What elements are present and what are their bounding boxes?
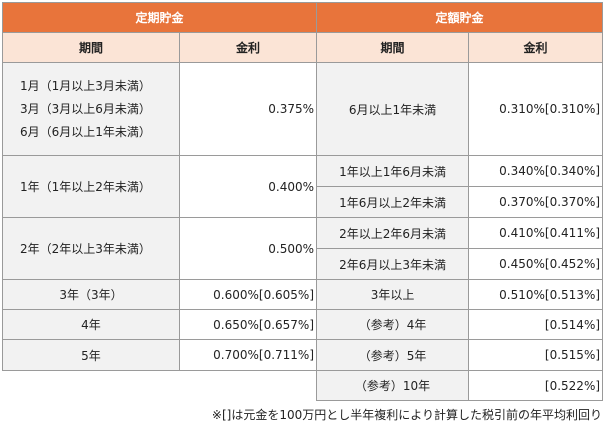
amount-rate-cell: 0.450%[0.452%]	[468, 248, 604, 280]
amount-period-cell: 3年以上	[316, 279, 470, 310]
interest-rate-table: 定期貯金 定額貯金 期間 金利 期間 金利 1月（1月以上3月未満） 3月（3月…	[1, 2, 604, 401]
fixed-period-cell: 4年	[2, 309, 180, 340]
empty-cell	[2, 370, 180, 401]
fixed-period-cell: 2年（2年以上3年未満）	[2, 217, 180, 280]
amount-rate-cell: 0.410%[0.411%]	[468, 217, 604, 249]
fixed-rate-cell: 0.375%	[178, 62, 318, 156]
period-line: 6月（6月以上1年未満）	[20, 124, 151, 139]
amount-period-cell: 2年6月以上3年未満	[316, 248, 470, 280]
amount-period-cell: 6月以上1年未満	[316, 62, 470, 156]
fixed-period-cell: 1年（1年以上2年未満）	[2, 155, 180, 218]
fixed-rate-cell: 0.600%[0.605%]	[178, 279, 318, 310]
amount-period-cell: 1年6月以上2年未満	[316, 186, 470, 218]
fixed-rate-header: 金利	[178, 32, 318, 63]
fixed-deposit-title: 定期貯金	[1, 2, 318, 33]
amount-rate-cell: [0.514%]	[468, 309, 604, 340]
amount-rate-cell: 0.310%[0.310%]	[468, 62, 604, 156]
amount-rate-cell: 0.370%[0.370%]	[468, 186, 604, 218]
fixed-amount-deposit-title: 定額貯金	[316, 2, 604, 33]
fixed-period-header: 期間	[2, 32, 180, 63]
fixed-period-cell: 5年	[2, 339, 180, 371]
fixed-rate-cell: 0.700%[0.711%]	[178, 339, 318, 371]
amount-period-cell: （参考）4年	[316, 309, 470, 340]
footnote: ※[]は元金を100万円とし半年複利により計算した税引前の年平均利回り	[211, 408, 602, 422]
amount-period-cell: 2年以上2年6月未満	[316, 217, 470, 249]
period-line: 1月（1月以上3月未満）	[20, 78, 151, 93]
fixed-period-short: 1月（1月以上3月未満） 3月（3月以上6月未満） 6月（6月以上1年未満）	[2, 62, 180, 156]
amount-rate-cell: [0.522%]	[468, 370, 604, 401]
period-line: 3月（3月以上6月未満）	[20, 101, 151, 116]
fixed-rate-cell: 0.400%	[178, 155, 318, 218]
empty-cell	[179, 370, 317, 401]
amount-rate-cell: 0.340%[0.340%]	[468, 155, 604, 187]
amount-period-cell: 1年以上1年6月未満	[316, 155, 470, 187]
amount-period-header: 期間	[316, 32, 470, 63]
amount-period-cell: （参考）10年	[316, 370, 470, 401]
fixed-rate-cell: 0.650%[0.657%]	[178, 309, 318, 340]
amount-rate-cell: [0.515%]	[468, 339, 604, 371]
amount-rate-header: 金利	[468, 32, 604, 63]
fixed-period-cell: 3年（3年）	[2, 279, 180, 310]
amount-period-cell: （参考）5年	[316, 339, 470, 371]
amount-rate-cell: 0.510%[0.513%]	[468, 279, 604, 310]
fixed-rate-cell: 0.500%	[178, 217, 318, 280]
